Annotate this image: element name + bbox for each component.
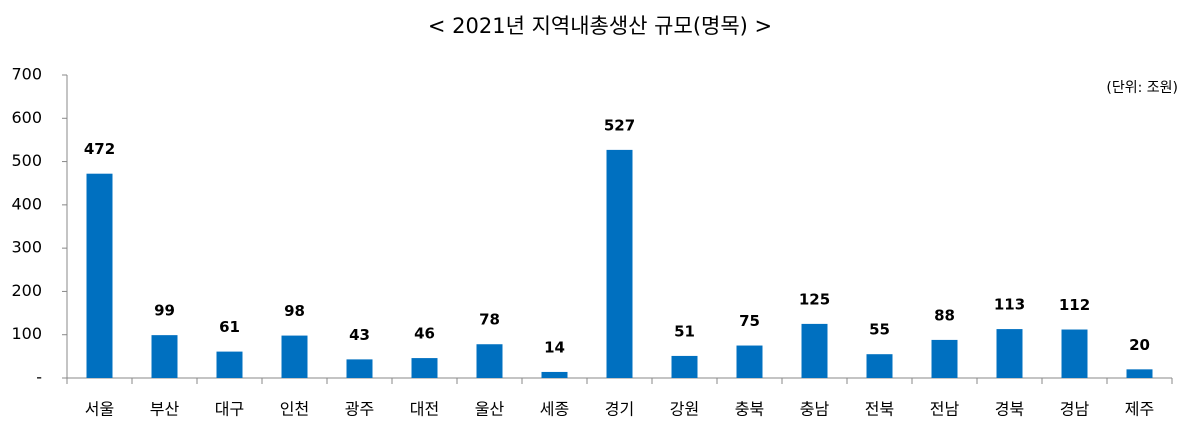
x-tick-label: 세종 [540, 400, 569, 419]
bar [606, 149, 633, 378]
x-tick-label: 강원 [670, 400, 699, 419]
value-label: 46 [414, 325, 435, 343]
x-tick-label: 대전 [410, 400, 439, 419]
x-tick-label: 경북 [995, 400, 1024, 419]
x-tick-label: 대구 [215, 400, 244, 419]
value-label: 55 [869, 321, 890, 339]
value-label: 527 [604, 116, 635, 134]
value-label: 125 [799, 290, 830, 308]
x-tick-label: 경남 [1060, 400, 1090, 419]
chart-title: < 2021년 지역내총생산 규모(명목) > [428, 14, 772, 38]
y-tick-label: 600 [11, 108, 42, 127]
bar [1126, 369, 1153, 378]
y-tick-label: 200 [11, 281, 42, 300]
x-tick-label: 인천 [280, 400, 309, 419]
x-tick-label: 울산 [475, 400, 505, 419]
x-tick-label: 전북 [865, 400, 894, 419]
value-label: 61 [219, 318, 240, 336]
bar [1061, 329, 1088, 378]
x-tick-label: 전남 [930, 400, 960, 419]
x-tick-label: 부산 [150, 400, 180, 419]
value-label: 78 [479, 311, 500, 329]
unit-label: (단위: 조원) [1106, 80, 1178, 96]
bar [151, 335, 178, 378]
value-label: 14 [544, 338, 565, 356]
bar [736, 345, 763, 378]
y-tick-label: 300 [11, 238, 42, 257]
bar [541, 371, 568, 378]
value-label: 113 [994, 296, 1025, 314]
bar [411, 358, 438, 378]
y-tick-label: 700 [11, 65, 42, 84]
value-label: 99 [154, 302, 175, 320]
bar [346, 359, 373, 378]
value-label: 98 [284, 302, 305, 320]
x-tick-label: 서울 [85, 400, 114, 419]
value-label: 75 [739, 312, 760, 330]
y-tick-label: 100 [11, 324, 42, 343]
x-tick-label: 충북 [735, 400, 764, 419]
value-label: 472 [84, 140, 115, 158]
x-tick-label: 광주 [345, 400, 374, 419]
bar [866, 354, 893, 378]
y-tick-label: - [36, 368, 42, 387]
x-tick-label: 충남 [800, 400, 830, 419]
value-label: 112 [1059, 296, 1090, 314]
bar [86, 173, 113, 378]
y-tick-label: 400 [11, 194, 42, 213]
bar [996, 329, 1023, 378]
x-tick-label: 제주 [1125, 400, 1154, 419]
bar [931, 339, 958, 378]
x-tick-label: 경기 [605, 400, 634, 419]
value-label: 88 [934, 306, 955, 324]
y-tick-label: 500 [11, 151, 42, 170]
bar [671, 355, 698, 378]
bar [801, 323, 828, 378]
bar [281, 335, 308, 378]
value-label: 20 [1129, 336, 1150, 354]
bar [476, 344, 503, 378]
value-label: 43 [349, 326, 370, 344]
value-label: 51 [674, 322, 695, 340]
bar [216, 351, 243, 378]
